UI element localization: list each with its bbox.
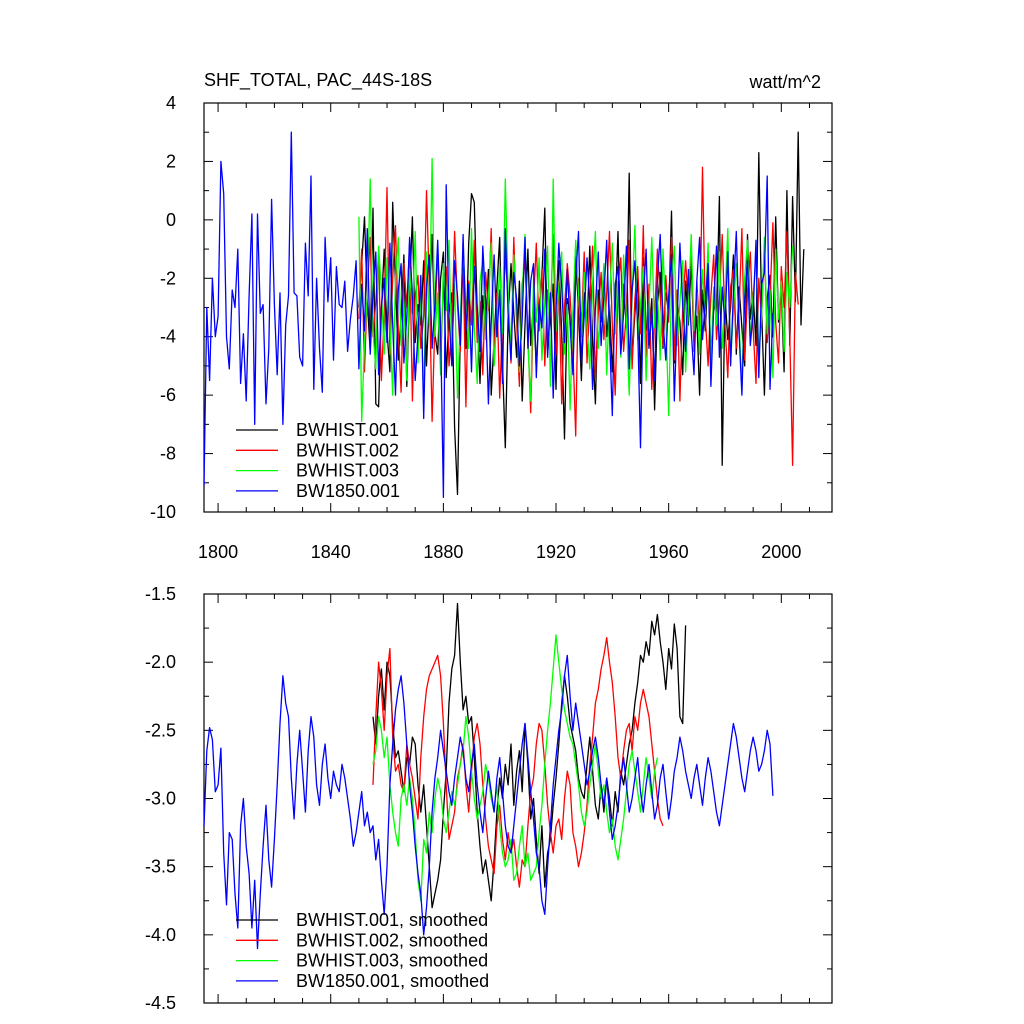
bottom-ytick-label: -4.0	[145, 925, 176, 945]
top-ytick-label: -8	[160, 444, 176, 464]
top-legend-label-4: BW1850.001	[296, 481, 400, 501]
bottom-series-line-2	[372, 636, 664, 888]
bottom-ytick-label: -2.5	[145, 720, 176, 740]
top-series-line-4	[203, 131, 774, 499]
top-chart-panel: SHF_TOTAL, PAC_44S-18S watt/m^2 1800 1840…	[150, 70, 833, 562]
top-xtick-label: 1920	[536, 542, 576, 562]
top-ytick-label: -2	[160, 268, 176, 288]
bottom-legend-label-4: BW1850.001, smoothed	[296, 971, 489, 991]
bottom-chart-panel: -1.5 -2.0 -2.5 -3.0 -3.5 -4.0 -4.5 BWHIST.001, …	[145, 584, 833, 1013]
top-ytick-label: 4	[166, 93, 176, 113]
bottom-series-line-1	[372, 602, 687, 909]
bottom-ytick-label: -4.5	[145, 993, 176, 1013]
bottom-ytick-label: -3.0	[145, 789, 176, 809]
top-xtick-label: 1800	[198, 542, 238, 562]
top-series-line-3	[358, 157, 794, 423]
top-ytick-label: 0	[166, 210, 176, 230]
top-xtick-label: 1880	[423, 542, 463, 562]
bottom-ytick-label: -1.5	[145, 584, 176, 604]
top-ytick-label: -4	[160, 327, 176, 347]
top-xtick-label: 1840	[311, 542, 351, 562]
bottom-ytick-label: -2.0	[145, 652, 176, 672]
bottom-series-line-4	[203, 654, 774, 950]
top-ytick-label: -6	[160, 385, 176, 405]
top-legend-label-3: BWHIST.003	[296, 461, 399, 481]
bottom-legend-label-1: BWHIST.001, smoothed	[296, 910, 488, 930]
top-ytick-label: -10	[150, 502, 176, 522]
top-chart-title: SHF_TOTAL, PAC_44S-18S	[204, 70, 432, 91]
bottom-legend-label-3: BWHIST.003, smoothed	[296, 951, 488, 971]
top-legend-label-2: BWHIST.002	[296, 440, 399, 460]
top-legend-label-1: BWHIST.001	[296, 420, 399, 440]
top-chart-units: watt/m^2	[749, 72, 821, 92]
top-xtick-label: 1960	[649, 542, 689, 562]
top-ytick-label: 2	[166, 151, 176, 171]
bottom-ytick-label: -3.5	[145, 857, 176, 877]
bottom-series-line-3	[372, 634, 659, 902]
top-xtick-label: 2000	[761, 542, 801, 562]
bottom-legend-label-2: BWHIST.002, smoothed	[296, 930, 488, 950]
